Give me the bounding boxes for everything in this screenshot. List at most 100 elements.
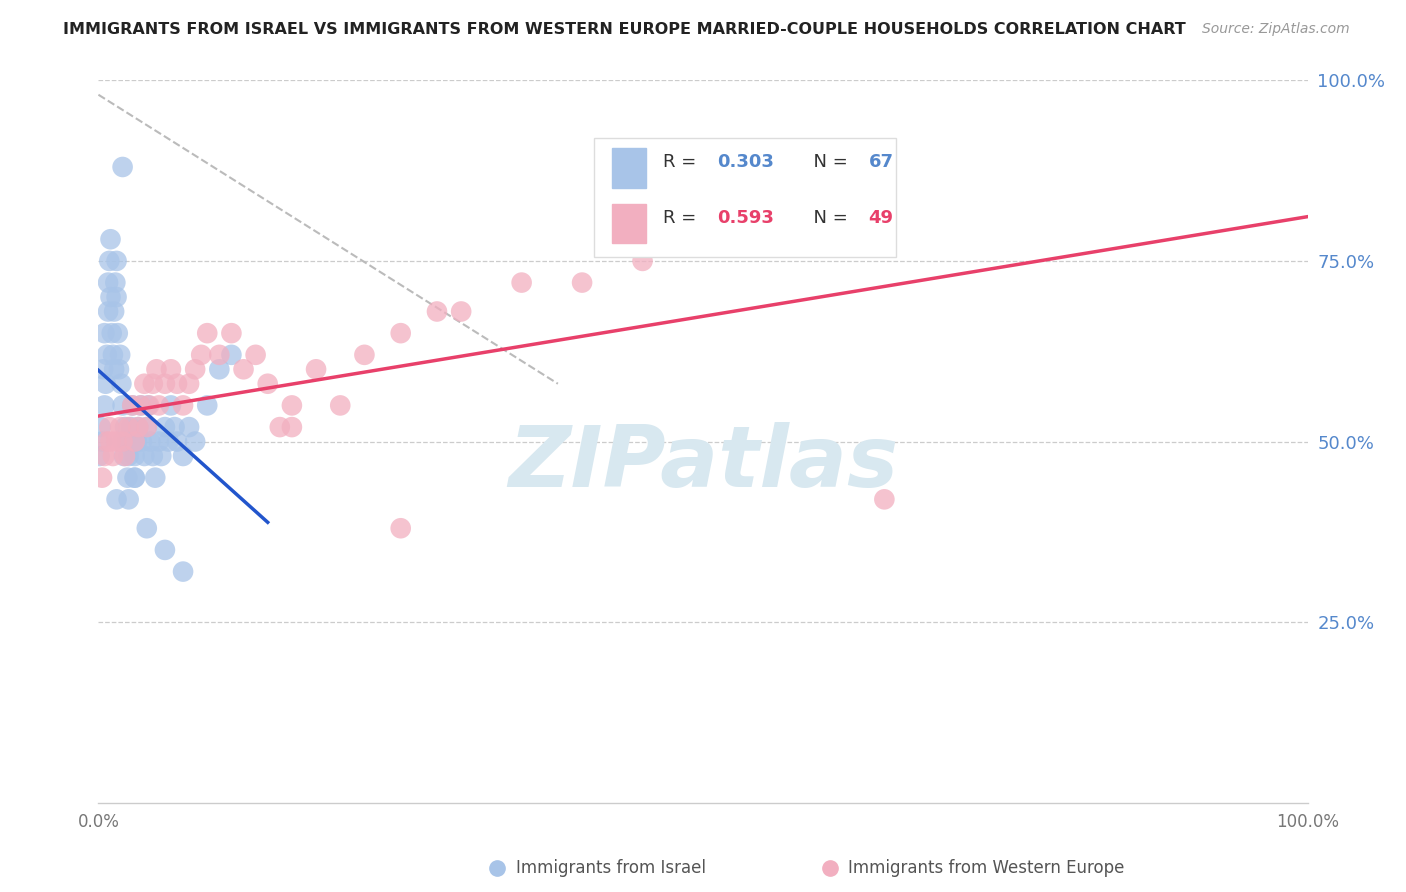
Point [93,449,115,463]
Text: ZIPatlas: ZIPatlas [508,422,898,505]
Point [114,420,136,434]
Point [103,362,125,376]
Point [281,398,304,412]
Point [166,376,188,391]
Point [450,304,472,318]
Point [190,348,212,362]
Point [134,449,156,463]
Point [100,290,122,304]
Point [179,376,201,391]
Point [98,420,121,434]
Point [118,420,141,434]
Point [153,542,176,557]
Point [121,398,143,412]
Point [127,420,149,434]
Point [157,434,180,449]
Point [124,449,146,463]
Point [107,326,129,340]
Point [153,376,176,391]
Point [143,470,166,484]
Text: 0.593: 0.593 [717,210,775,227]
Point [153,420,176,434]
Point [245,348,267,362]
Point [98,253,121,268]
Point [232,362,254,376]
Point [631,253,654,268]
Point [96,434,118,449]
Point [112,449,135,463]
Point [121,398,143,412]
Point [118,492,141,507]
Point [221,348,243,362]
Point [142,449,165,463]
Point [129,398,152,412]
Point [105,492,128,507]
Point [389,326,412,340]
Point [510,276,533,290]
Point [135,420,157,434]
Point [329,398,352,412]
Point [111,434,134,449]
Text: R =: R = [664,210,702,227]
Point [90,420,112,434]
Point [221,326,243,340]
Point [184,434,207,449]
Point [195,398,218,412]
Point [353,348,375,362]
Point [97,304,120,318]
Point [100,434,122,449]
Point [91,470,114,484]
Point [91,362,114,376]
Point [256,376,278,391]
Point [122,434,145,449]
Point [135,521,157,535]
Point [93,326,115,340]
Text: R =: R = [664,153,702,171]
Point [269,420,291,434]
Point [166,434,188,449]
Point [100,232,122,246]
Point [110,376,132,391]
Point [160,398,183,412]
Point [89,449,111,463]
Text: Source: ZipAtlas.com: Source: ZipAtlas.com [1202,22,1350,37]
Point [115,434,138,449]
Point [139,434,162,449]
Point [118,434,141,449]
Point [111,398,134,412]
FancyBboxPatch shape [595,138,897,257]
Point [124,434,146,449]
Point [101,348,124,362]
Point [172,398,194,412]
Text: 67: 67 [869,153,894,171]
Point [108,420,131,434]
Point [105,434,128,449]
Point [208,362,231,376]
Point [145,362,167,376]
Point [873,492,896,507]
Text: 49: 49 [869,210,894,227]
Point [111,160,134,174]
Point [163,420,186,434]
Text: N =: N = [803,210,853,227]
Point [104,276,127,290]
Point [124,470,146,484]
Bar [613,148,647,187]
Point [118,449,141,463]
Text: N =: N = [803,153,853,171]
Point [124,470,146,484]
Point [93,398,115,412]
Point [135,420,157,434]
Point [129,398,152,412]
Point [148,398,170,412]
Point [179,420,201,434]
Point [108,348,131,362]
Point [111,434,134,449]
Point [305,362,328,376]
Point [94,376,117,391]
Point [101,449,124,463]
Point [105,253,128,268]
Text: Immigrants from Israel: Immigrants from Israel [516,859,706,877]
Point [160,362,183,376]
Point [426,304,449,318]
